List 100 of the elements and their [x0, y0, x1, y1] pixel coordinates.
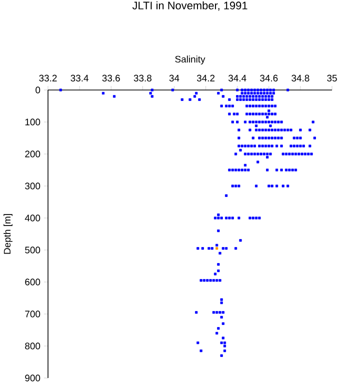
point [217, 327, 220, 330]
point [274, 120, 277, 124]
x-tick-label: 34.2 [196, 74, 215, 82]
point [266, 88, 269, 92]
point [112, 95, 116, 98]
point [258, 136, 261, 140]
point [253, 144, 256, 148]
point [270, 98, 274, 101]
point [264, 144, 268, 148]
point [261, 95, 264, 98]
point [242, 98, 245, 101]
point [202, 279, 206, 282]
point [266, 156, 269, 158]
point [246, 95, 248, 98]
point [274, 112, 277, 116]
point [254, 216, 258, 220]
point [280, 168, 283, 172]
point [220, 216, 223, 220]
point [284, 152, 288, 156]
point [217, 214, 220, 216]
point [264, 112, 268, 116]
point [238, 168, 240, 172]
point [220, 354, 223, 357]
point [291, 152, 294, 156]
point [261, 98, 264, 101]
point [239, 148, 242, 152]
point [236, 88, 239, 92]
y-tick-label: 0 [36, 86, 40, 94]
point [268, 184, 270, 188]
point [217, 270, 220, 272]
point [59, 88, 62, 92]
point [304, 152, 306, 156]
point [216, 247, 218, 250]
point [216, 311, 218, 314]
point [247, 152, 250, 156]
point [222, 311, 224, 314]
point [208, 247, 210, 250]
point [231, 104, 234, 108]
point [290, 144, 292, 148]
point [298, 152, 300, 156]
point [240, 92, 244, 94]
x-tick-label: 33.2 [39, 74, 57, 82]
point [193, 95, 196, 98]
point [292, 144, 296, 148]
point [256, 92, 260, 94]
y-tick-label: 700 [25, 310, 40, 318]
point [283, 128, 286, 132]
point [244, 152, 247, 156]
point [248, 128, 252, 132]
point [220, 88, 223, 92]
point [280, 136, 283, 140]
point [299, 144, 302, 148]
point [240, 144, 244, 148]
point [220, 298, 223, 301]
point [149, 92, 152, 94]
point [291, 168, 294, 172]
point [214, 272, 217, 276]
point [266, 168, 269, 172]
point [286, 128, 290, 132]
point [220, 302, 223, 304]
point [264, 98, 268, 101]
point [247, 92, 250, 94]
point [248, 95, 252, 98]
point [258, 144, 261, 148]
point [258, 120, 261, 124]
point [268, 95, 270, 98]
point [268, 98, 270, 101]
point [254, 95, 258, 98]
point [280, 128, 283, 132]
point [216, 279, 218, 282]
point [248, 120, 252, 124]
point [238, 128, 240, 132]
point [310, 152, 313, 156]
point [198, 98, 201, 101]
point [258, 98, 261, 101]
point [238, 144, 240, 148]
point [244, 164, 247, 166]
point [294, 168, 298, 172]
point [250, 152, 253, 156]
point [218, 252, 222, 255]
point [290, 128, 292, 132]
point [288, 152, 291, 156]
point [244, 168, 247, 172]
y-tick-label: 600 [25, 278, 40, 286]
point [228, 112, 231, 116]
point [180, 98, 184, 101]
point [209, 279, 212, 282]
point [252, 120, 254, 124]
point [217, 216, 220, 220]
point [296, 136, 299, 140]
point [248, 216, 252, 220]
point [250, 88, 253, 92]
point [234, 184, 238, 188]
point [280, 144, 283, 148]
point [288, 168, 291, 172]
point [270, 120, 274, 124]
point [277, 136, 280, 140]
point [236, 95, 239, 98]
point [300, 152, 304, 156]
point [212, 279, 215, 282]
